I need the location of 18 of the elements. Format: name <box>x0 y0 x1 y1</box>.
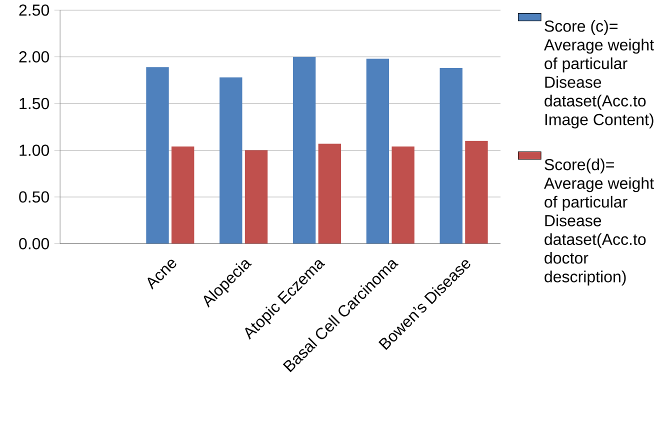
legend-label: Score(d)= Average weight of particular Disease dataset(Acc.to doctor description) <box>544 158 654 286</box>
bar <box>392 146 414 244</box>
legend-label: Score (c)= Average weight of particular Disease dataset(Acc.to Image Content) <box>544 20 654 128</box>
bar <box>220 77 242 244</box>
y-tick-label: 0.50 <box>19 191 50 203</box>
bar <box>465 140 488 244</box>
bar <box>146 67 169 244</box>
bar <box>440 68 462 244</box>
y-tick-label: 1.50 <box>20 98 50 110</box>
y-tick-label: 1.00 <box>20 144 50 156</box>
bar <box>292 56 316 244</box>
y-tick-label: 2.00 <box>19 51 50 63</box>
bar <box>318 144 342 244</box>
bar <box>172 146 194 244</box>
y-tick-label: 2.50 <box>19 4 50 16</box>
bar <box>366 58 390 244</box>
bar <box>244 150 268 244</box>
y-tick-label: 0.00 <box>19 238 50 250</box>
